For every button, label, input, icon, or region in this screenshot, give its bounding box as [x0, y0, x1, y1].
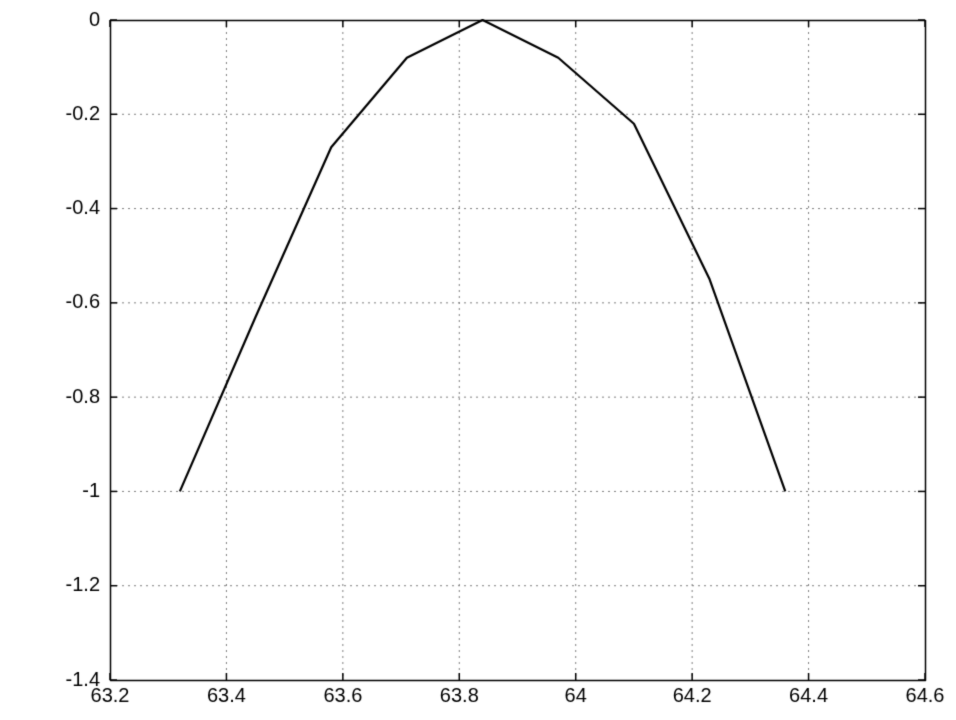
- line-chart: [0, 0, 956, 720]
